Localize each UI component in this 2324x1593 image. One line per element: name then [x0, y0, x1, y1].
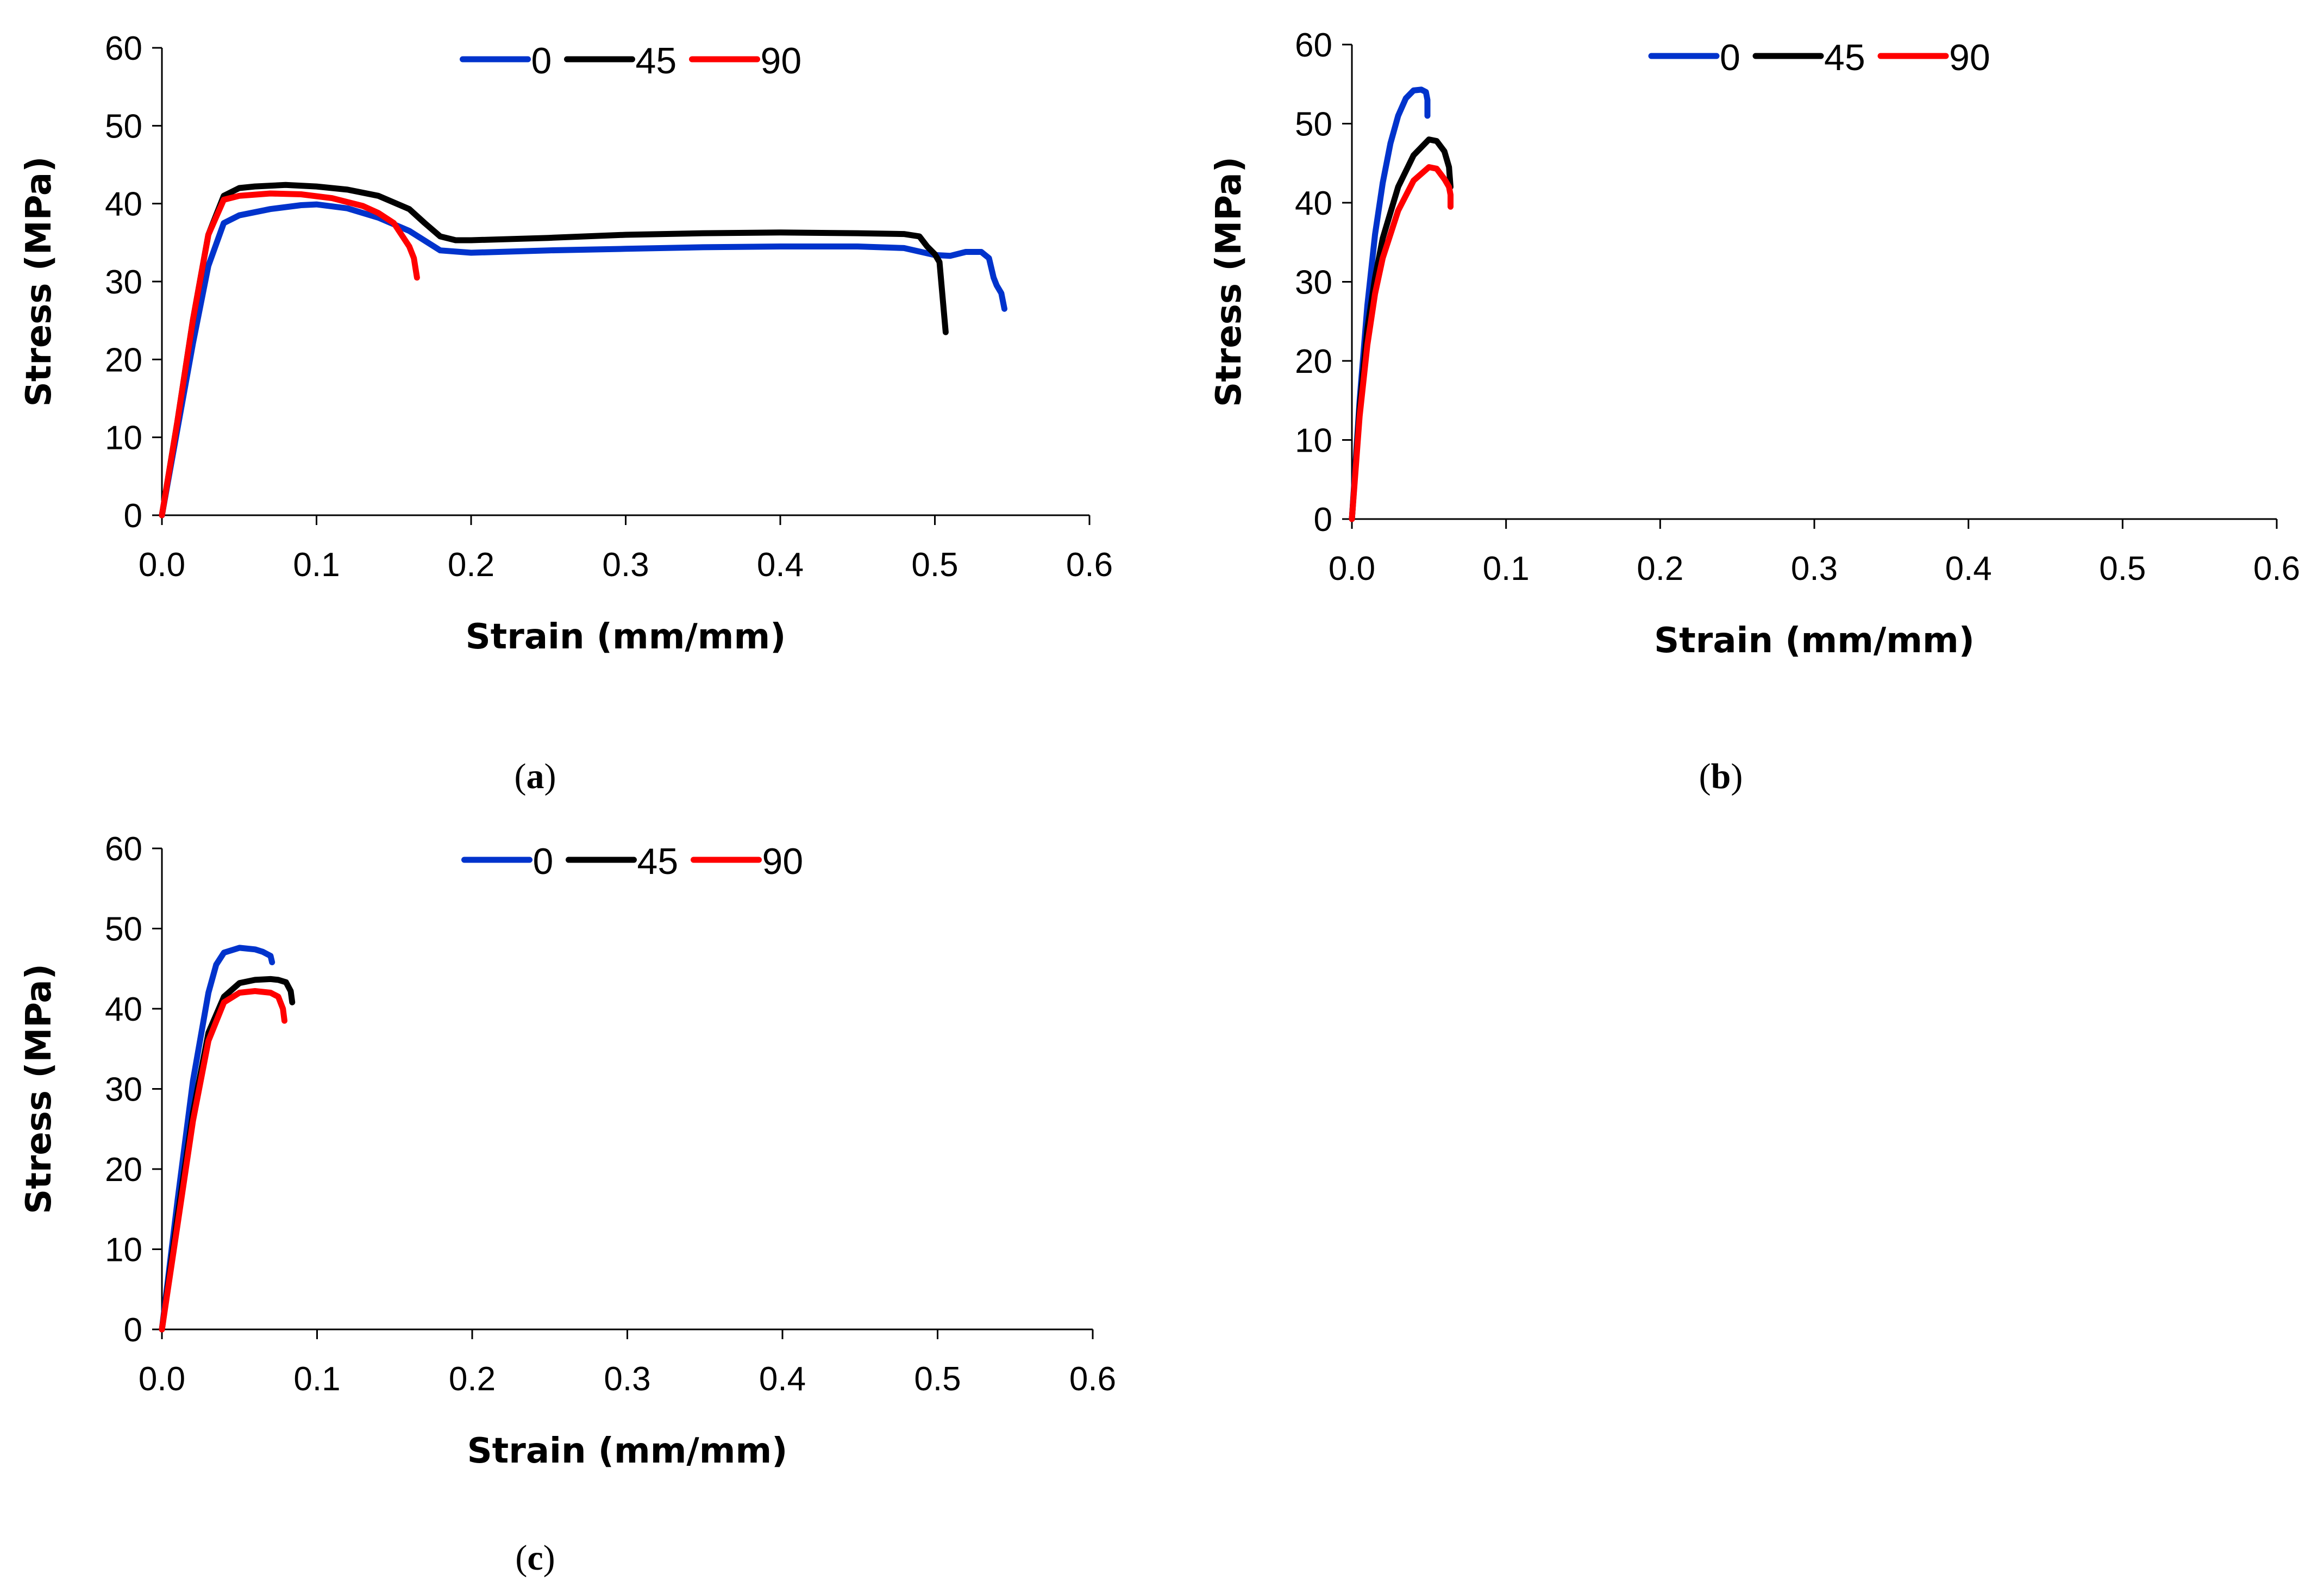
legend-label-0: 0	[531, 40, 552, 82]
y-tick-label: 20	[105, 341, 142, 379]
y-tick-label: 20	[1295, 343, 1332, 380]
series-line-45	[159, 182, 949, 518]
x-tick-label: 0.6	[1069, 1360, 1116, 1398]
panel-label: (c)	[515, 1538, 555, 1578]
y-tick-label: 10	[1295, 422, 1332, 460]
series-line-90	[1349, 164, 1454, 522]
x-tick-label: 0.5	[914, 1360, 961, 1398]
legend-label-90: 90	[761, 40, 802, 82]
x-tick-label: 0.1	[1483, 550, 1530, 588]
legend-label-90: 90	[1949, 37, 1990, 78]
y-tick-label: 60	[105, 830, 142, 868]
panel-a: 0 10 20 30 40 50 60 0.0 0.1 0.2 0.3 0.4 0.5 0.6 Strain…	[19, 30, 1113, 796]
legend-label-45: 45	[636, 40, 677, 82]
panel-b: 0 10 20 30 40 50 60 0.0 0.1 0.2 0.3 0.4 0.5 0.6 Strain…	[1209, 27, 2300, 796]
y-axis-title: Stress (MPa)	[19, 157, 59, 407]
x-axis-title: Strain (mm/mm)	[1654, 621, 1975, 661]
y-tick-label: 0	[1314, 501, 1332, 539]
x-tick-label: 0.1	[293, 1360, 340, 1398]
x-tick-label: 0.5	[2099, 550, 2146, 588]
legend-label-0: 0	[533, 841, 554, 882]
x-tick-label: 0.0	[1329, 550, 1375, 588]
x-tick-label: 0.1	[293, 546, 340, 584]
y-tick-label: 30	[105, 264, 142, 301]
x-tick-label: 0.4	[1945, 550, 1992, 588]
y-tick-label: 40	[105, 991, 142, 1028]
x-tick-label: 0.3	[604, 1360, 650, 1398]
x-tick-label: 0.2	[448, 546, 494, 584]
x-tick-label: 0.0	[139, 1360, 185, 1398]
x-tick-label: 0.6	[2253, 550, 2300, 588]
x-axis-title: Strain (mm/mm)	[467, 1431, 788, 1471]
panel-c: 0 10 20 30 40 50 60 0.0 0.1 0.2 0.3 0.4 0.5 0.6 Strain…	[19, 830, 1116, 1578]
panel-label-open: (	[1699, 757, 1711, 796]
y-tick-label: 0	[124, 497, 142, 535]
y-tick-label: 40	[105, 186, 142, 223]
panel-label: (a)	[515, 757, 556, 796]
x-tick-label: 0.4	[759, 1360, 806, 1398]
series-line-90	[159, 190, 420, 518]
panel-label-open: (	[515, 757, 527, 796]
series-line-0	[159, 945, 275, 1333]
y-tick-label: 30	[105, 1071, 142, 1109]
x-tick-label: 0.6	[1066, 546, 1113, 584]
y-tick-label: 50	[105, 911, 142, 948]
panel-label-close: )	[544, 757, 556, 796]
y-tick-label: 0	[124, 1311, 142, 1349]
x-tick-label: 0.3	[1791, 550, 1838, 588]
legend-label-45: 45	[1824, 37, 1865, 78]
panel-label: (b)	[1699, 757, 1743, 796]
y-tick-label: 50	[105, 108, 142, 145]
y-tick-label: 10	[105, 420, 142, 457]
panel-label-close: )	[1731, 757, 1743, 796]
y-tick-label: 60	[1295, 27, 1332, 64]
panel-label-letter: b	[1711, 757, 1731, 796]
y-tick-label: 50	[1295, 106, 1332, 143]
y-axis-title: Stress (MPa)	[19, 964, 59, 1214]
y-tick-label: 60	[105, 30, 142, 67]
y-axis-title: Stress (MPa)	[1209, 157, 1249, 407]
x-tick-label: 0.0	[139, 546, 185, 584]
y-tick-label: 40	[1295, 185, 1332, 222]
x-tick-label: 0.2	[449, 1360, 496, 1398]
x-tick-label: 0.3	[602, 546, 649, 584]
panel-label-close: )	[543, 1538, 555, 1578]
y-tick-label: 20	[105, 1151, 142, 1189]
series-line-90	[159, 988, 287, 1333]
x-tick-label: 0.5	[911, 546, 958, 584]
panel-label-letter: c	[527, 1538, 543, 1578]
x-tick-label: 0.2	[1637, 550, 1683, 588]
legend-label-0: 0	[1720, 37, 1740, 78]
panel-label-open: (	[515, 1538, 527, 1578]
series-line-0	[159, 201, 1007, 518]
legend-label-45: 45	[637, 841, 679, 882]
x-axis-title: Strain (mm/mm)	[466, 617, 786, 657]
series-line-0	[1349, 86, 1431, 522]
legend-label-90: 90	[762, 841, 804, 882]
x-tick-label: 0.4	[757, 546, 804, 584]
panel-label-letter: a	[527, 757, 544, 796]
y-tick-label: 30	[1295, 264, 1332, 302]
y-tick-label: 10	[105, 1232, 142, 1269]
